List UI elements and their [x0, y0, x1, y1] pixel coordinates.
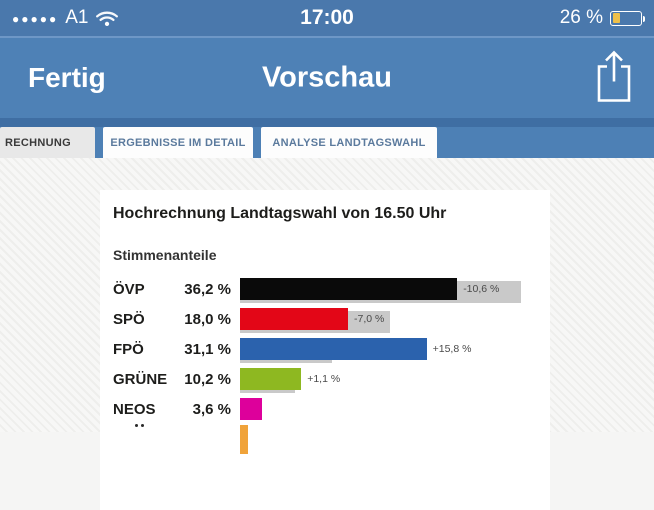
header-divider: [0, 118, 654, 127]
signal-strength-icon: ●●●●●: [12, 11, 59, 26]
result-bar: [240, 398, 262, 421]
chart-row: FPÖ 31,1 % +15,8 %: [113, 334, 537, 364]
bar-track: -7,0 %: [240, 304, 537, 334]
bar-track: -10,6 %: [240, 274, 537, 304]
wifi-icon: [95, 11, 118, 27]
party-label: ÖVP: [113, 280, 145, 298]
battery-nub: [642, 15, 645, 22]
tab[interactable]: ERGEBNISSE IM DETAIL: [103, 127, 253, 158]
party-label: SPÖ: [113, 310, 145, 328]
tab[interactable]: RECHNUNG: [0, 127, 95, 158]
result-bar: [240, 338, 427, 361]
chart-row: NEOS 3,6 %: [113, 394, 537, 424]
chart-title: Hochrechnung Landtagswahl von 16.50 Uhr: [113, 205, 447, 222]
bar-track: +1,1 %: [240, 364, 537, 394]
party-label: NEOS: [113, 400, 156, 418]
share-icon: [597, 50, 631, 102]
party-value-label: 31,1 %: [184, 340, 231, 358]
content-area: Hochrechnung Landtagswahl von 16.50 Uhr …: [0, 158, 654, 510]
share-button[interactable]: [592, 50, 636, 107]
status-bar: ●●●●● A1 17:00 26 %: [0, 0, 654, 36]
chart-rows: ÖVP 36,2 % -10,6 % SPÖ 18,0 % -7,0 % FPÖ…: [113, 274, 537, 424]
change-label: +1,1 %: [307, 373, 341, 386]
chart-row: GRÜNE 10,2 % +1,1 %: [113, 364, 537, 394]
battery-icon: [610, 10, 645, 26]
chart-subtitle: Stimmenanteile: [113, 247, 217, 264]
party-label: FPÖ: [113, 340, 144, 358]
chart-row: SPÖ 18,0 % -7,0 %: [113, 304, 537, 334]
change-label: -7,0 %: [354, 313, 385, 326]
partial-party-label: [135, 424, 144, 428]
carrier-label: A1: [65, 7, 89, 28]
party-value-label: 36,2 %: [184, 280, 231, 298]
battery-fill: [612, 13, 620, 23]
tab-bar: RECHNUNG ERGEBNISSE IM DETAIL ANALYSE LA…: [0, 127, 654, 158]
navigation-bar: Fertig Vorschau: [0, 36, 654, 118]
partial-next-row: [113, 424, 537, 455]
party-value-label: 3,6 %: [192, 400, 231, 418]
done-button[interactable]: Fertig: [28, 62, 106, 93]
tab-label: ERGEBNISSE IM DETAIL: [110, 136, 246, 149]
tab-label: RECHNUNG: [5, 136, 71, 149]
result-bar: [240, 308, 348, 331]
change-label: +15,8 %: [432, 343, 472, 356]
result-bar: [240, 368, 302, 391]
result-bar: [240, 278, 458, 301]
battery-percent-label: 26 %: [559, 7, 603, 28]
party-value-label: 10,2 %: [184, 370, 231, 388]
change-label: -10,6 %: [463, 283, 500, 296]
result-card: Hochrechnung Landtagswahl von 16.50 Uhr …: [100, 190, 550, 510]
tab[interactable]: ANALYSE LANDTAGSWAHL: [261, 127, 437, 158]
party-label: GRÜNE: [113, 370, 168, 388]
tab-label: ANALYSE LANDTAGSWAHL: [272, 136, 426, 149]
party-value-label: 18,0 %: [184, 310, 231, 328]
bar-track: +15,8 %: [240, 334, 537, 364]
page-title: Vorschau: [261, 61, 392, 94]
bar-track: [240, 394, 537, 424]
chart-row: ÖVP 36,2 % -10,6 %: [113, 274, 537, 304]
